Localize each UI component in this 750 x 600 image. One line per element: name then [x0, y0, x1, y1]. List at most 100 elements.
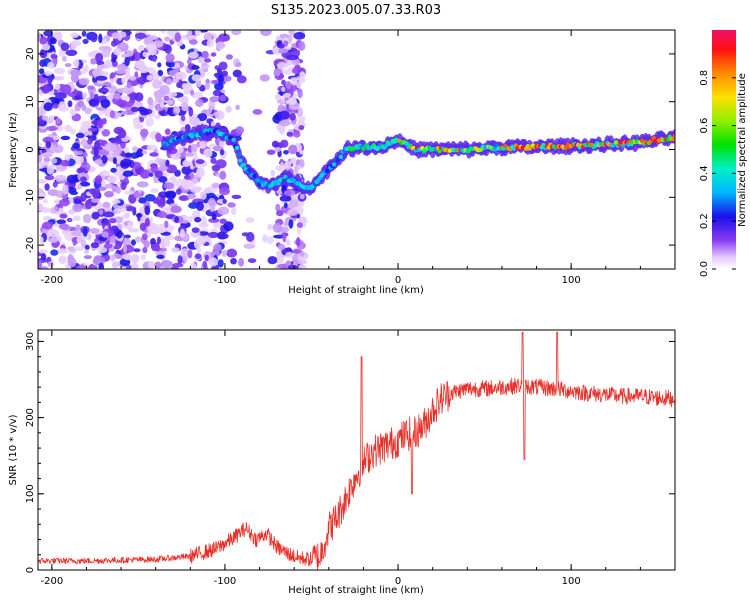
noise-blob — [39, 36, 48, 45]
noise-blob — [275, 165, 286, 172]
noise-blob — [47, 229, 60, 238]
noise-blob — [235, 62, 242, 67]
noise-blob — [85, 30, 90, 34]
noise-blob — [225, 105, 232, 113]
noise-blob — [82, 161, 88, 166]
noise-blob — [170, 78, 181, 83]
noise-blob — [133, 123, 144, 130]
noise-blob — [187, 58, 192, 65]
colorbar-label: Normalized spectral amplitude — [737, 73, 748, 227]
noise-blob — [109, 110, 116, 119]
noise-blob — [70, 42, 77, 50]
noise-blob — [163, 182, 174, 190]
noise-blob — [72, 155, 84, 165]
noise-blob — [38, 68, 45, 75]
noise-blob — [75, 224, 81, 232]
noise-blob — [140, 254, 146, 261]
noise-blob — [67, 100, 73, 108]
noise-blob — [285, 189, 292, 197]
noise-blob — [202, 62, 208, 67]
noise-blob — [40, 253, 47, 261]
ridge-point — [234, 145, 240, 151]
noise-blob — [296, 49, 301, 56]
noise-blob — [87, 138, 93, 145]
noise-blob — [83, 151, 88, 158]
noise-blob — [104, 183, 114, 189]
noise-blob — [241, 232, 250, 237]
noise-blob — [197, 113, 208, 122]
noise-blob — [283, 202, 288, 209]
noise-blob — [59, 198, 70, 207]
noise-blob — [134, 32, 147, 39]
noise-blob — [66, 174, 78, 184]
noise-blob — [72, 236, 77, 246]
snr-x-axis-label: Height of straight line (km) — [288, 585, 424, 596]
noise-blob — [142, 51, 150, 58]
noise-blob — [124, 190, 135, 195]
noise-blob — [282, 232, 287, 243]
noise-blob — [101, 129, 111, 137]
ridge-point — [276, 181, 281, 186]
noise-blob — [136, 181, 149, 188]
noise-blob — [92, 68, 104, 78]
noise-blob — [296, 237, 301, 247]
noise-blob — [90, 58, 97, 65]
noise-blob — [279, 119, 291, 127]
noise-blob — [174, 71, 187, 81]
noise-blob — [176, 188, 182, 195]
noise-blob — [58, 224, 69, 230]
noise-blob — [231, 206, 237, 216]
noise-blob — [230, 258, 237, 265]
noise-blob — [139, 206, 145, 215]
noise-blob — [277, 263, 288, 269]
noise-blob — [299, 251, 305, 257]
noise-blob — [124, 234, 131, 239]
noise-blob — [52, 181, 58, 188]
y-tick-label: -20 — [25, 237, 36, 253]
noise-blob — [296, 259, 308, 265]
noise-blob — [160, 239, 166, 249]
noise-blob — [110, 167, 117, 173]
noise-blob — [90, 32, 98, 43]
noise-blob — [88, 98, 99, 107]
noise-blob — [101, 155, 108, 164]
noise-blob — [120, 158, 133, 168]
noise-blob — [211, 182, 221, 189]
noise-blob — [146, 144, 158, 151]
noise-blob — [52, 103, 59, 109]
noise-blob — [122, 85, 135, 95]
spectrogram-heatmap — [38, 30, 675, 269]
noise-blob — [101, 231, 109, 238]
noise-blob — [130, 106, 139, 112]
noise-blob — [80, 176, 87, 183]
noise-blob — [40, 207, 52, 213]
noise-blob — [80, 239, 86, 248]
noise-blob — [172, 262, 184, 268]
noise-blob — [138, 44, 145, 52]
noise-blob — [157, 62, 162, 68]
noise-blob — [122, 170, 134, 177]
noise-blob — [76, 184, 82, 190]
ridge-point — [281, 178, 286, 183]
noise-blob — [218, 61, 228, 71]
noise-blob — [166, 99, 174, 105]
noise-blob — [57, 248, 68, 254]
noise-blob — [139, 169, 151, 179]
noise-blob — [208, 257, 218, 267]
noise-blob — [76, 236, 82, 244]
noise-blob — [284, 160, 292, 170]
noise-blob — [120, 181, 127, 191]
noise-blob — [121, 214, 130, 219]
noise-blob — [198, 222, 209, 228]
noise-blob — [177, 96, 189, 103]
x-tick-label: -200 — [40, 576, 63, 587]
noise-blob — [160, 207, 166, 213]
noise-blob — [108, 218, 117, 224]
noise-blob — [232, 69, 242, 78]
noise-blob — [174, 216, 180, 223]
noise-blob — [291, 249, 303, 254]
noise-blob — [298, 207, 304, 213]
noise-blob — [84, 64, 89, 73]
noise-blob — [46, 117, 54, 124]
noise-blob — [97, 118, 104, 129]
